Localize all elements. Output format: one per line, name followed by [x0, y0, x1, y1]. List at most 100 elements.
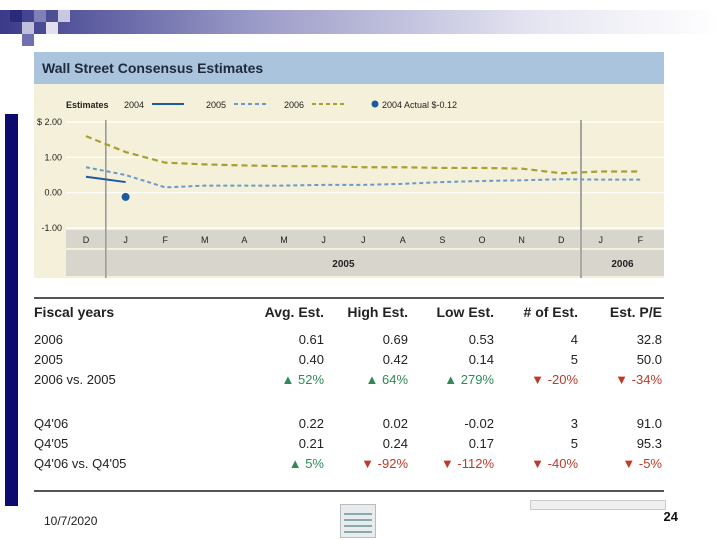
- x-tick-label: J: [123, 235, 128, 245]
- consensus-chart: $ 2.00 1.00 0.00 -1.00 D J F M A M J J A S O N D J F 2005 20…: [37, 100, 664, 278]
- x-tick-label: N: [518, 235, 525, 245]
- x-tick-label: M: [201, 235, 209, 245]
- table-cell: 0.53: [468, 332, 494, 347]
- x-year-label: 2006: [611, 259, 634, 270]
- table-cell: 50.0: [636, 352, 662, 367]
- table-cell: Q4'06: [34, 416, 69, 431]
- x-tick-label: D: [83, 235, 90, 245]
- table-cell: 2006 vs. 2005: [34, 372, 116, 387]
- y-tick-label: -1.00: [41, 223, 62, 233]
- table-header-rule: [34, 297, 664, 299]
- table-row: 2005 0.40 0.42 0.14 5 50.0: [34, 352, 664, 372]
- table-cell: ▲ 5%: [288, 456, 324, 471]
- deco-square: [46, 22, 58, 34]
- table-cell: 4: [570, 332, 578, 347]
- table-cell: 0.61: [298, 332, 324, 347]
- table-cell: 0.69: [382, 332, 408, 347]
- table-cell: 32.8: [636, 332, 662, 347]
- left-accent-bar: [5, 114, 18, 506]
- legend-marker: [371, 100, 379, 108]
- table-cell: 0.22: [298, 416, 324, 431]
- deco-square: [10, 10, 22, 22]
- table-cell: Q4'06 vs. Q4'05: [34, 456, 127, 471]
- table-cell: 0.02: [382, 416, 408, 431]
- column-header: Low Est.: [436, 304, 494, 320]
- legend-label: 2004 Actual $-0.12: [382, 100, 457, 110]
- table-cell: ▲ 279%: [444, 372, 494, 387]
- table-header-row: Fiscal years Avg. Est. High Est. Low Est. # …: [34, 304, 664, 324]
- table-cell: 2006: [34, 332, 63, 347]
- x-tick-label: D: [558, 235, 565, 245]
- y-tick-label: 0.00: [44, 188, 62, 198]
- table-cell: 0.24: [382, 436, 408, 451]
- column-header: Est. P/E: [609, 304, 662, 320]
- table-cell: 2005: [34, 352, 63, 367]
- table-cell: ▲ 52%: [281, 372, 325, 387]
- x-tick-label: A: [400, 235, 406, 245]
- x-tick-label: J: [361, 235, 366, 245]
- deco-square: [22, 34, 34, 46]
- table-cell: ▼ -112%: [440, 456, 494, 471]
- x-tick-label: F: [162, 235, 168, 245]
- slide-date: 10/7/2020: [44, 514, 98, 528]
- legend-title: Estimates: [66, 100, 109, 110]
- chart-title-bar: Wall Street Consensus Estimates: [34, 52, 664, 84]
- deco-square: [22, 22, 34, 34]
- table-cell: 0.14: [468, 352, 494, 367]
- table-bottom-rule: [34, 490, 664, 492]
- x-tick-label: J: [321, 235, 326, 245]
- table-cell: Q4'05: [34, 436, 69, 451]
- table-cell: 0.17: [468, 436, 494, 451]
- series-line-2004: [85, 175, 126, 184]
- header-gradient-bar: [0, 10, 720, 34]
- table-cell: ▼ -5%: [622, 456, 662, 471]
- table-cell: 0.21: [298, 436, 324, 451]
- y-tick-label: $ 2.00: [37, 117, 62, 127]
- month-axis-band: [66, 230, 664, 248]
- table-cell: ▲ 64%: [365, 372, 409, 387]
- chart-title: Wall Street Consensus Estimates: [42, 60, 264, 76]
- legend-label: 2005: [206, 100, 226, 110]
- table-row: 2006 0.61 0.69 0.53 4 32.8: [34, 332, 664, 352]
- y-tick-label: 1.00: [44, 152, 62, 162]
- legend-label: 2006: [284, 100, 304, 110]
- table-cell: ▼ -40%: [531, 456, 578, 471]
- x-tick-label: F: [638, 235, 644, 245]
- table-row: Q4'06 0.22 0.02 -0.02 3 91.0: [34, 416, 664, 436]
- chart-panel: Wall Street Consensus Estimates $ 2.00 1.…: [34, 52, 664, 278]
- x-tick-label: S: [439, 235, 445, 245]
- table-cell: 95.3: [636, 436, 662, 451]
- series-line-2005: [85, 166, 641, 189]
- table-cell: ▼ -92%: [361, 456, 408, 471]
- column-header: Fiscal years: [34, 304, 115, 320]
- column-header: # of Est.: [523, 304, 578, 320]
- thumbnail-image: [340, 504, 376, 538]
- x-tick-label: M: [280, 235, 288, 245]
- actual-point: [121, 192, 130, 201]
- x-tick-label: J: [599, 235, 604, 245]
- table-row: 2006 vs. 2005 ▲ 52% ▲ 64% ▲ 279% ▼ -20% ▼ -34…: [34, 372, 664, 392]
- legend-label: 2004: [124, 100, 144, 110]
- x-tick-label: A: [241, 235, 247, 245]
- table-cell: 5: [570, 436, 578, 451]
- table-cell: ▼ -20%: [531, 372, 578, 387]
- table-cell: 91.0: [636, 416, 662, 431]
- page-number: 24: [663, 509, 678, 524]
- table-cell: 5: [570, 352, 578, 367]
- deco-square: [58, 10, 70, 22]
- table-row: Q4'06 vs. Q4'05 ▲ 5% ▼ -92% ▼ -112% ▼ -40% ▼ …: [34, 456, 664, 476]
- table-row: Q4'05 0.21 0.24 0.17 5 95.3: [34, 436, 664, 456]
- column-header: Avg. Est.: [264, 304, 324, 320]
- table-cell: 0.42: [382, 352, 408, 367]
- mini-toolbar: [530, 500, 666, 510]
- series-line-2006: [85, 135, 641, 175]
- table-cell: 3: [570, 416, 578, 431]
- column-header: High Est.: [347, 304, 408, 320]
- table-cell: ▼ -34%: [615, 372, 662, 387]
- table-cell: -0.02: [464, 416, 494, 431]
- table-cell: 0.40: [298, 352, 324, 367]
- x-tick-label: O: [478, 235, 485, 245]
- x-year-label: 2005: [332, 259, 355, 270]
- deco-square: [34, 10, 46, 22]
- year-axis-band: [66, 250, 664, 276]
